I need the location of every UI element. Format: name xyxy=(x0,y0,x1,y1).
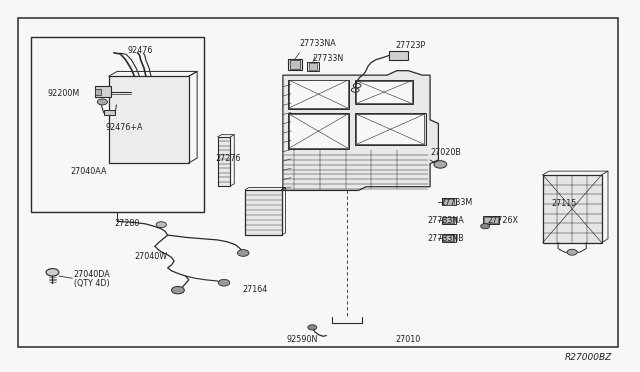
Text: 27726X: 27726X xyxy=(488,217,518,225)
Text: 92476+A: 92476+A xyxy=(106,123,143,132)
Circle shape xyxy=(237,250,249,256)
Bar xyxy=(356,81,412,103)
Bar xyxy=(288,113,349,149)
Bar xyxy=(443,235,454,241)
Text: 27733NA: 27733NA xyxy=(300,39,336,48)
Circle shape xyxy=(97,99,108,105)
Text: 27733N: 27733N xyxy=(312,54,344,63)
Bar xyxy=(288,59,302,70)
Text: 27020B: 27020B xyxy=(430,148,461,157)
Bar xyxy=(389,51,408,60)
Circle shape xyxy=(308,325,317,330)
Bar xyxy=(18,18,618,347)
Bar xyxy=(483,216,499,224)
Text: 27010: 27010 xyxy=(396,335,420,344)
Circle shape xyxy=(172,286,184,294)
Bar xyxy=(289,80,348,108)
Bar xyxy=(95,89,101,95)
Circle shape xyxy=(218,279,230,286)
Text: (QTY 4D): (QTY 4D) xyxy=(74,279,109,288)
Bar xyxy=(442,234,456,242)
Text: 92476: 92476 xyxy=(128,46,154,55)
Polygon shape xyxy=(543,175,602,243)
Text: 27040AA: 27040AA xyxy=(70,167,107,176)
Bar xyxy=(218,137,230,186)
Text: 27733NB: 27733NB xyxy=(428,234,464,243)
Bar xyxy=(288,80,349,109)
Text: 27164: 27164 xyxy=(242,285,267,294)
Bar xyxy=(355,80,413,104)
Bar xyxy=(307,62,319,71)
Circle shape xyxy=(481,224,490,229)
Bar xyxy=(355,113,426,145)
Bar xyxy=(443,217,454,223)
Bar xyxy=(31,37,204,212)
Bar xyxy=(290,60,300,69)
Text: 27723P: 27723P xyxy=(396,41,426,50)
Text: 92200M: 92200M xyxy=(48,89,80,97)
Bar xyxy=(443,199,454,205)
Circle shape xyxy=(156,222,166,228)
Text: 27115: 27115 xyxy=(552,199,577,208)
Polygon shape xyxy=(245,190,282,235)
Bar xyxy=(484,217,498,223)
Bar xyxy=(442,217,456,224)
Bar xyxy=(104,110,115,115)
Text: 27733NA: 27733NA xyxy=(428,217,464,225)
Circle shape xyxy=(567,249,577,255)
Bar xyxy=(95,86,111,97)
Text: 27280: 27280 xyxy=(114,219,140,228)
Text: 27040W: 27040W xyxy=(134,252,168,261)
Circle shape xyxy=(434,161,447,168)
Text: 92590N: 92590N xyxy=(287,335,318,344)
Text: 27733M: 27733M xyxy=(440,198,472,207)
Polygon shape xyxy=(283,71,438,190)
Bar xyxy=(356,114,424,144)
Bar xyxy=(309,63,317,70)
Text: R27000BZ: R27000BZ xyxy=(564,353,612,362)
Circle shape xyxy=(46,269,59,276)
Bar xyxy=(289,114,348,148)
Text: 27040DA: 27040DA xyxy=(74,270,110,279)
Polygon shape xyxy=(109,76,189,163)
Bar xyxy=(442,198,456,205)
Text: 27276: 27276 xyxy=(216,154,241,163)
